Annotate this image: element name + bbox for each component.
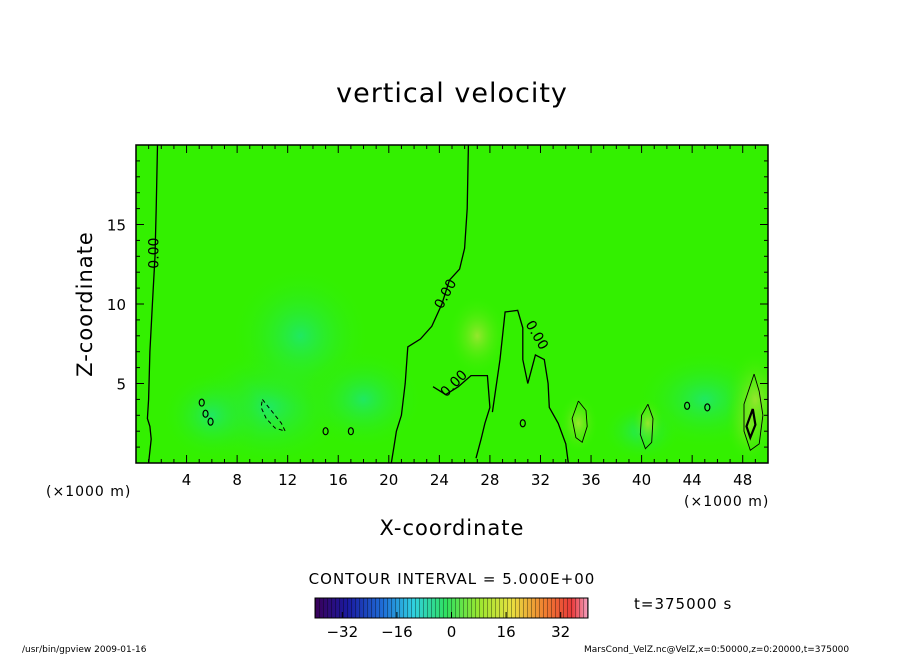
contour-warm-36	[571, 400, 588, 444]
y-axis: 5 10 15	[107, 144, 768, 464]
colorbar: −32 −16 0 16 32	[314, 597, 589, 641]
footer-left: /usr/bin/gpview 2009-01-16	[22, 645, 147, 654]
colorbar-tick-label-1: −16	[381, 623, 413, 641]
contour-small-cell-6	[684, 401, 691, 410]
contour-zero-left	[146, 145, 159, 463]
x-tick-label-4: 4	[182, 471, 192, 489]
contour-small-cell-1	[202, 409, 209, 418]
contour-zero-center	[390, 145, 470, 463]
y-tick-label-5: 5	[116, 376, 126, 394]
contour-warm-48-outer	[743, 373, 764, 452]
colorbar-tick-label-0: −32	[326, 623, 358, 641]
x-unit-label-left: (×1000 m)	[46, 484, 131, 500]
x-tick-label-16: 16	[329, 471, 348, 489]
contour-zero-right	[491, 309, 569, 463]
contour-small-cell-7	[704, 403, 711, 412]
x-axis: 4 8 12 16 20 24 28 32 36 40 44 48	[135, 145, 769, 489]
colorbar-tick-label-3: 16	[497, 623, 516, 641]
positive-region-7	[558, 393, 599, 454]
negative-region-3	[161, 370, 262, 461]
x-tick-label-36: 36	[581, 471, 600, 489]
x-tick-label-40: 40	[632, 471, 651, 489]
chart-title: vertical velocity	[336, 78, 568, 109]
colorbar-ticks: −32 −16 0 16 32	[326, 612, 570, 641]
contour-small-cell-5	[519, 419, 526, 428]
contour-small-cell-0	[198, 398, 205, 407]
y-axis-title: Z-coordinate	[73, 231, 97, 377]
x-tick-label-20: 20	[379, 471, 398, 489]
x-tick-label-8: 8	[232, 471, 242, 489]
colorbar-stripes	[315, 598, 588, 618]
x-tick-label-24: 24	[430, 471, 449, 489]
positive-region-8	[631, 397, 664, 450]
contour-small-cell-2	[207, 417, 214, 426]
colorbar-tick-label-4: 32	[551, 623, 570, 641]
contour-label-0: 0.00	[147, 238, 163, 269]
positive-region-9	[725, 349, 768, 450]
x-tick-label-48: 48	[733, 471, 752, 489]
negative-region-2	[303, 349, 424, 450]
x-tick-label-32: 32	[531, 471, 550, 489]
x-unit-label-right: (×1000 m)	[684, 494, 769, 510]
velocity-field	[136, 145, 768, 463]
contour-small-cell-4	[347, 427, 354, 436]
contour-small-cell-3	[322, 427, 329, 436]
footer-right: MarsCond_VelZ.nc@VelZ,x=0:50000,z=0:2000…	[584, 645, 849, 654]
contour-interval-text: CONTOUR INTERVAL = 5.000E+00	[309, 570, 596, 588]
contour-warm-40	[639, 403, 654, 450]
y-tick-label-10: 10	[107, 296, 126, 314]
x-tick-label-44: 44	[683, 471, 702, 489]
x-tick-label-28: 28	[480, 471, 499, 489]
time-label: t=375000 s	[634, 595, 732, 613]
y-tick-label-15: 15	[107, 217, 126, 235]
positive-region-10	[447, 295, 508, 376]
x-tick-label-12: 12	[278, 471, 297, 489]
colorbar-tick-label-2: 0	[447, 623, 457, 641]
contour-zero-mid	[432, 374, 491, 459]
contour-warm-48-inner	[745, 408, 757, 441]
contour-negative-10	[260, 399, 287, 433]
x-axis-title: X-coordinate	[380, 516, 525, 540]
contour-lines	[146, 145, 764, 463]
